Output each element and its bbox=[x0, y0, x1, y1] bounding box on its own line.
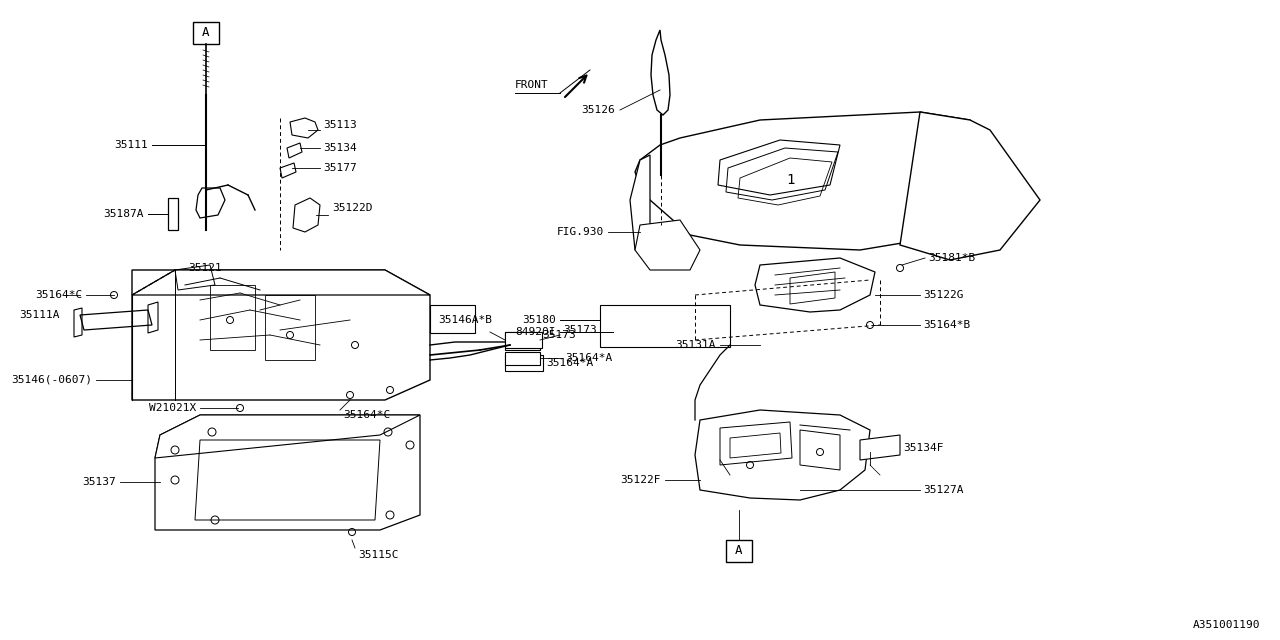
Polygon shape bbox=[652, 30, 669, 115]
Text: A: A bbox=[202, 26, 210, 40]
Text: 35134: 35134 bbox=[323, 143, 357, 153]
Text: 35137: 35137 bbox=[82, 477, 116, 487]
Polygon shape bbox=[635, 220, 700, 270]
Text: 35121: 35121 bbox=[188, 263, 221, 273]
Text: 35164*A: 35164*A bbox=[564, 353, 612, 363]
Polygon shape bbox=[900, 112, 1039, 260]
Text: FRONT: FRONT bbox=[515, 80, 549, 90]
Text: 35146(-0607): 35146(-0607) bbox=[12, 375, 92, 385]
Text: 35173: 35173 bbox=[563, 325, 596, 335]
Text: 35126: 35126 bbox=[581, 105, 614, 115]
Text: 35122D: 35122D bbox=[332, 203, 372, 213]
Text: 35113: 35113 bbox=[323, 120, 357, 130]
Polygon shape bbox=[506, 352, 540, 365]
Polygon shape bbox=[155, 415, 420, 458]
Text: 84920I: 84920I bbox=[516, 327, 556, 337]
Bar bbox=[168, 198, 178, 230]
Polygon shape bbox=[635, 112, 970, 250]
Text: W21021X: W21021X bbox=[148, 403, 196, 413]
Text: 35181*B: 35181*B bbox=[928, 253, 975, 263]
Text: 35111: 35111 bbox=[114, 140, 148, 150]
Bar bbox=[600, 305, 730, 347]
Polygon shape bbox=[755, 258, 876, 312]
Text: 35187A: 35187A bbox=[104, 209, 143, 219]
Text: 35164*A: 35164*A bbox=[547, 358, 593, 368]
Polygon shape bbox=[132, 270, 430, 295]
Text: A: A bbox=[735, 545, 742, 557]
Text: 35115C: 35115C bbox=[358, 550, 398, 560]
Polygon shape bbox=[695, 410, 870, 500]
Text: A351001190: A351001190 bbox=[1193, 620, 1260, 630]
Text: FIG.930: FIG.930 bbox=[557, 227, 604, 237]
Bar bbox=[726, 540, 753, 562]
Text: 1: 1 bbox=[786, 173, 794, 187]
Text: 35180: 35180 bbox=[522, 315, 556, 325]
Polygon shape bbox=[132, 270, 430, 400]
Polygon shape bbox=[630, 155, 650, 250]
Text: 35164*B: 35164*B bbox=[923, 320, 970, 330]
Text: 35122F: 35122F bbox=[621, 475, 660, 485]
Text: 35131A: 35131A bbox=[676, 340, 716, 350]
Text: 35122G: 35122G bbox=[923, 290, 964, 300]
Polygon shape bbox=[506, 332, 541, 348]
Text: 35127A: 35127A bbox=[923, 485, 964, 495]
Text: 35164*C: 35164*C bbox=[343, 410, 390, 420]
Text: 35173: 35173 bbox=[541, 330, 576, 340]
Bar bbox=[193, 22, 219, 44]
Bar bbox=[430, 305, 475, 333]
Polygon shape bbox=[860, 435, 900, 460]
Bar bbox=[506, 332, 540, 350]
Text: 35177: 35177 bbox=[323, 163, 357, 173]
Bar bbox=[506, 355, 543, 371]
Text: 35134F: 35134F bbox=[902, 443, 943, 453]
Text: 35111A: 35111A bbox=[19, 310, 60, 320]
Text: 35164*C: 35164*C bbox=[35, 290, 82, 300]
Polygon shape bbox=[718, 140, 840, 195]
Text: 35146A*B: 35146A*B bbox=[438, 315, 492, 325]
Polygon shape bbox=[155, 415, 420, 530]
